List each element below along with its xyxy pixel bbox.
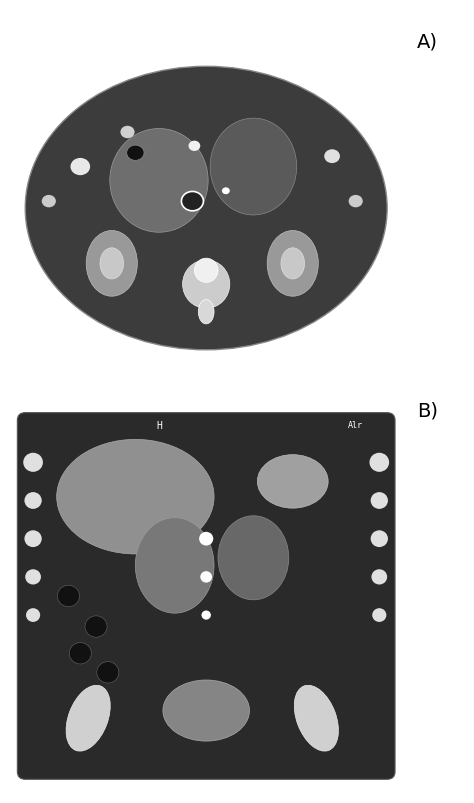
Circle shape <box>69 642 91 664</box>
Ellipse shape <box>66 686 110 751</box>
Ellipse shape <box>257 455 328 508</box>
Ellipse shape <box>110 129 208 233</box>
Ellipse shape <box>57 440 214 554</box>
Circle shape <box>120 127 135 139</box>
Text: Alr: Alr <box>348 421 363 430</box>
Circle shape <box>85 616 107 638</box>
Circle shape <box>372 609 386 622</box>
Circle shape <box>222 188 230 195</box>
Ellipse shape <box>100 248 124 279</box>
Circle shape <box>201 611 211 620</box>
Circle shape <box>25 531 42 548</box>
FancyBboxPatch shape <box>18 413 395 779</box>
Circle shape <box>371 492 388 509</box>
Circle shape <box>25 492 42 509</box>
Circle shape <box>371 531 388 548</box>
Circle shape <box>182 192 203 211</box>
Circle shape <box>324 150 340 164</box>
Ellipse shape <box>218 516 289 600</box>
Circle shape <box>23 453 43 472</box>
Ellipse shape <box>163 680 249 741</box>
Text: H: H <box>156 421 162 430</box>
Ellipse shape <box>194 259 218 283</box>
Circle shape <box>199 532 213 546</box>
Ellipse shape <box>267 231 319 297</box>
Ellipse shape <box>281 248 304 279</box>
Circle shape <box>348 196 363 208</box>
Circle shape <box>127 146 144 161</box>
Circle shape <box>369 453 389 472</box>
Ellipse shape <box>86 231 137 297</box>
Circle shape <box>372 569 387 585</box>
Ellipse shape <box>182 261 230 309</box>
Ellipse shape <box>294 686 338 751</box>
Circle shape <box>189 141 201 152</box>
Text: B): B) <box>417 402 438 421</box>
Ellipse shape <box>25 67 387 350</box>
Ellipse shape <box>210 119 297 216</box>
Circle shape <box>57 585 80 607</box>
Ellipse shape <box>136 518 214 613</box>
Circle shape <box>26 609 40 622</box>
Circle shape <box>97 662 119 683</box>
Circle shape <box>25 569 41 585</box>
Circle shape <box>42 196 56 208</box>
Text: A): A) <box>417 32 438 51</box>
Ellipse shape <box>198 300 214 324</box>
Circle shape <box>201 572 212 583</box>
Circle shape <box>71 159 90 176</box>
